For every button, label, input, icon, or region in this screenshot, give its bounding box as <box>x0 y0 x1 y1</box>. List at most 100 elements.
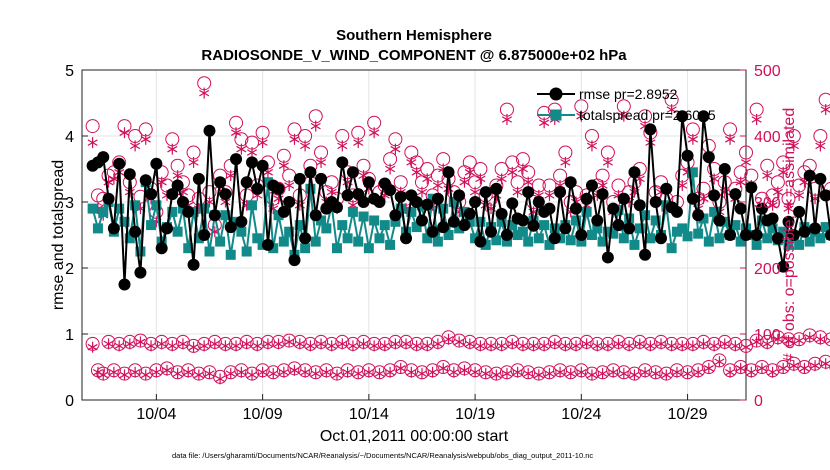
footnote: data file: /Users/gharamti/Documents/NCA… <box>172 451 593 460</box>
obs-assimilated-marker <box>443 183 454 195</box>
obs-assimilated-marker <box>395 362 406 374</box>
rmse-point <box>516 214 529 227</box>
rmse-point <box>617 192 630 205</box>
totalspread-point <box>730 220 741 231</box>
rmse-point <box>506 197 519 210</box>
rmse-point <box>495 207 508 220</box>
obs-assimilated-marker <box>825 337 830 344</box>
rmse-point <box>824 229 830 241</box>
rmse-point <box>793 205 806 218</box>
rmse-point <box>766 212 779 225</box>
totalspread-point <box>119 216 130 227</box>
obs-assimilated-marker <box>358 338 369 350</box>
obs-assimilated-marker <box>278 160 289 172</box>
rmse-point <box>415 214 428 227</box>
obs-assimilated-marker <box>666 104 677 116</box>
totalspread-point <box>533 233 544 244</box>
obs-assimilated-marker <box>666 340 677 352</box>
rmse-point <box>410 196 423 208</box>
totalspread-point <box>820 222 830 233</box>
obs-assimilated-marker <box>586 140 598 152</box>
totalspread-point <box>544 239 555 250</box>
obs-assimilated-marker <box>602 156 613 168</box>
rmse-point <box>755 202 768 215</box>
rmse-point <box>623 222 636 235</box>
obs-assimilated-marker <box>151 366 162 378</box>
totalspread-point <box>767 223 778 234</box>
obs-assimilated-marker <box>321 366 332 378</box>
obs-assimilated-marker <box>156 338 167 350</box>
totalspread-point <box>565 235 576 246</box>
rmse-point <box>591 214 604 227</box>
totalspread-point <box>454 223 465 234</box>
rmse-point <box>129 225 142 238</box>
totalspread-point <box>124 233 135 244</box>
rmse-point <box>570 202 583 215</box>
rmse-point <box>803 169 816 182</box>
rmse-point <box>543 202 556 215</box>
obs-assimilated-marker <box>533 369 544 381</box>
obs-assimilated-marker <box>539 340 550 352</box>
obs-assimilated-marker <box>576 110 587 122</box>
totalspread-point <box>225 249 236 260</box>
totalspread-point <box>618 233 629 244</box>
totalspread-point <box>183 243 194 254</box>
y-tick-label-left: 5 <box>65 63 74 80</box>
rmse-point <box>490 182 503 195</box>
totalspread-point <box>549 223 560 234</box>
obs-assimilated-marker <box>411 340 422 352</box>
legend-rmse-label: rmse pr=2.8952 <box>579 86 678 102</box>
obs-assimilated-marker <box>756 362 767 374</box>
rmse-point <box>814 172 827 185</box>
rmse-point <box>341 189 354 202</box>
obs-assimilated-marker <box>778 362 789 374</box>
obs-assimilated-marker <box>130 140 141 152</box>
obs-assimilated-marker <box>422 340 433 352</box>
obs-assimilated-marker <box>284 336 295 348</box>
totalspread-point <box>167 206 178 217</box>
rmse-point <box>660 182 673 195</box>
totalspread-point <box>709 206 720 217</box>
obs-assimilated-marker <box>565 368 576 380</box>
rmse-point <box>442 166 455 179</box>
obs-assimilated-marker <box>172 368 183 380</box>
rmse-point <box>176 196 189 208</box>
obs-assimilated-marker <box>199 340 210 352</box>
obs-assimilated-marker <box>459 364 470 376</box>
obs-assimilated-marker <box>512 186 523 198</box>
totalspread-point <box>470 233 481 244</box>
obs-assimilated-marker <box>98 369 109 381</box>
obs-assimilated-marker <box>183 366 194 378</box>
obs-assimilated-marker <box>629 369 640 381</box>
obs-assimilated-marker <box>427 366 438 378</box>
obs-assimilated-marker <box>608 366 619 378</box>
totalspread-point <box>172 226 183 237</box>
y-tick-label-left: 4 <box>65 129 74 146</box>
totalspread-point <box>438 203 449 214</box>
rmse-point <box>745 181 758 194</box>
rmse-point <box>118 278 131 291</box>
rmse-point <box>389 209 402 222</box>
rmse-point <box>431 192 444 205</box>
rmse-point <box>357 196 370 208</box>
totalspread-point <box>576 236 587 247</box>
obs-assimilated-marker <box>783 335 794 347</box>
rmse-point <box>644 123 657 136</box>
obs-assimilated-marker <box>268 368 279 380</box>
rmse-point <box>251 182 264 195</box>
obs-assimilated-marker <box>735 176 746 188</box>
rmse-point <box>97 151 110 164</box>
obs-assimilated-marker <box>390 338 401 350</box>
totalspread-point <box>693 228 704 239</box>
rmse-point <box>113 157 126 170</box>
totalspread-point <box>278 236 289 247</box>
totalspread-point <box>406 206 417 217</box>
totalspread-point <box>496 216 507 227</box>
rmse-point <box>522 186 535 199</box>
obs-assimilated-marker <box>645 340 656 352</box>
rmse-point <box>554 186 567 199</box>
totalspread-point <box>331 243 342 254</box>
totalspread-point <box>507 220 518 231</box>
totalspread-point <box>342 233 353 244</box>
